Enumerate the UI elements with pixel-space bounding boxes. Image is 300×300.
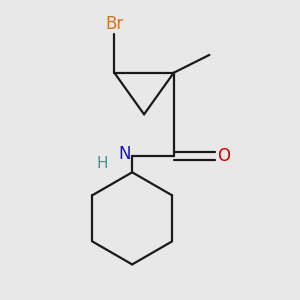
Text: Br: Br bbox=[105, 15, 124, 33]
Text: O: O bbox=[217, 147, 230, 165]
Text: H: H bbox=[97, 156, 108, 171]
Text: N: N bbox=[118, 146, 131, 164]
